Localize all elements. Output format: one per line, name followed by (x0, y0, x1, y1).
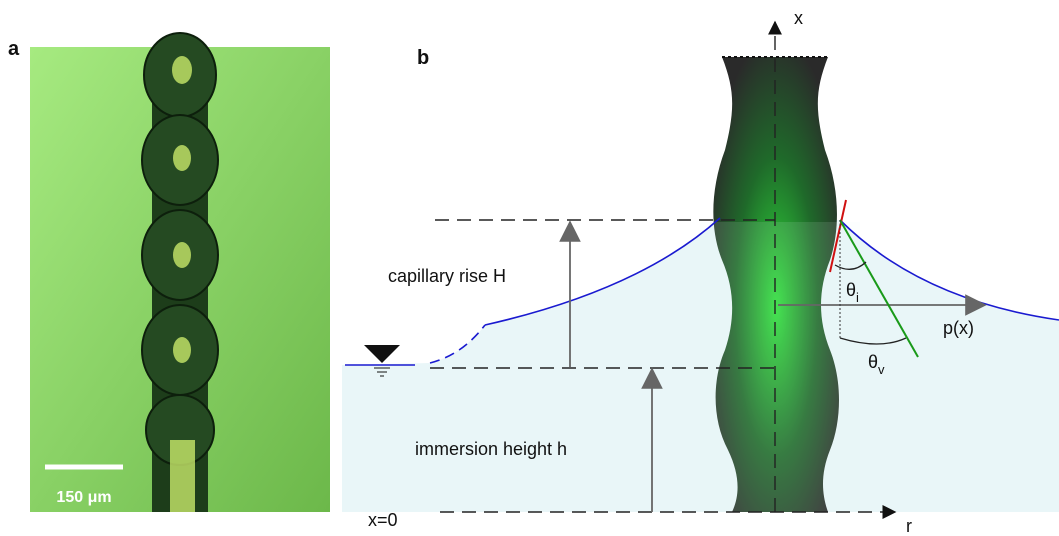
panel-label: b (417, 47, 429, 69)
immersion-height-label: immersion height h (415, 439, 567, 459)
symbol: θ (846, 280, 856, 300)
capillary-rise-label: capillary rise H (388, 266, 506, 286)
origin-label: x=0 (368, 510, 398, 530)
symbol: θ (868, 352, 878, 372)
axis-label: x (794, 8, 803, 28)
scale-bar-label: 150 μm (56, 489, 111, 506)
subscript: v (878, 362, 885, 377)
axis-label: r (906, 516, 912, 536)
subscript: i (856, 290, 859, 305)
panel-label: a (8, 38, 20, 60)
pressure-label: p(x) (943, 318, 974, 338)
figure: a 150 μm b x r x=0 capillary rise H imme… (0, 0, 1059, 536)
micrograph (30, 33, 330, 512)
water-level-icon (364, 345, 400, 363)
